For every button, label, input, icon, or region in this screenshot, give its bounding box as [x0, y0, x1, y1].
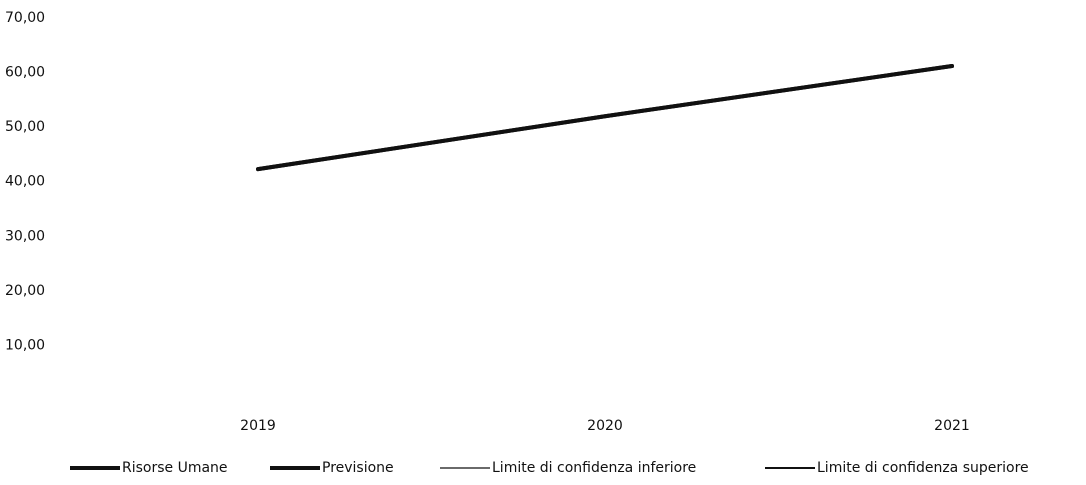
- y-tick-label: 20,00: [5, 283, 45, 299]
- x-tick-label: 2019: [240, 418, 276, 434]
- series-line: [257, 65, 953, 171]
- y-tick-label: 30,00: [5, 228, 45, 244]
- legend-label: Limite di confidenza superiore: [817, 460, 1029, 476]
- legend-label: Previsione: [322, 460, 394, 476]
- legend-label: Risorse Umane: [122, 460, 228, 476]
- y-tick-label: 70,00: [5, 10, 45, 26]
- y-tick-label: 10,00: [5, 337, 45, 353]
- y-tick-label: 60,00: [5, 65, 45, 81]
- x-tick-label: 2020: [587, 418, 623, 434]
- legend-label: Limite di confidenza inferiore: [492, 460, 696, 476]
- x-tick-label: 2021: [934, 418, 970, 434]
- y-tick-label: 40,00: [5, 174, 45, 190]
- y-tick-label: 50,00: [5, 119, 45, 135]
